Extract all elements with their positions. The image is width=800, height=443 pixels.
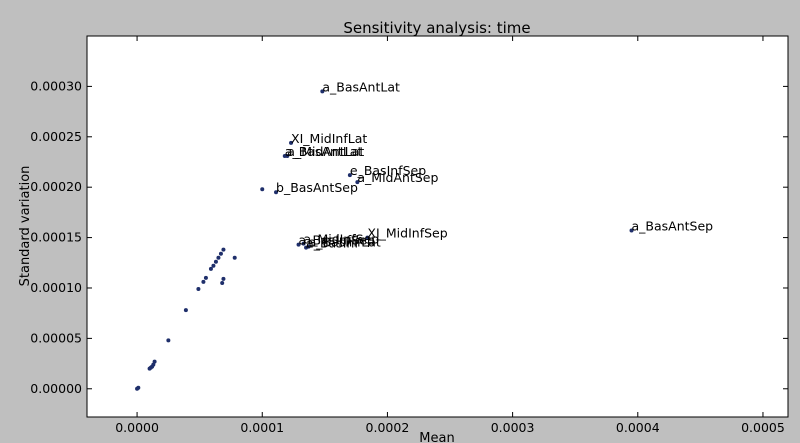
y-tick-label: 0.00025 xyxy=(30,129,82,144)
point-label: a_MidAntSep xyxy=(357,170,438,185)
data-point xyxy=(629,228,634,233)
y-tick-label: 0.00020 xyxy=(30,179,82,194)
data-point xyxy=(320,89,325,94)
axis-ticks: 0.0000 0.0001 0.0002 0.0003 0.0004 0.0005 0.00… xyxy=(30,36,788,435)
data-point xyxy=(355,180,360,185)
chart-title: Sensitivity analysis: time xyxy=(343,19,530,37)
data-point xyxy=(220,280,225,285)
x-tick-label: 0.0002 xyxy=(366,420,410,435)
data-point xyxy=(218,251,223,256)
data-point xyxy=(289,140,294,145)
x-tick-label: 0.0000 xyxy=(115,420,159,435)
data-point xyxy=(135,386,140,391)
x-tick-label: 0.0001 xyxy=(240,420,284,435)
data-point xyxy=(196,286,201,291)
data-point xyxy=(296,242,301,247)
y-tick-label: 0.00005 xyxy=(30,330,82,345)
data-point xyxy=(260,187,265,192)
y-tick-label: 0.00000 xyxy=(30,381,82,396)
y-tick-label: 0.00010 xyxy=(30,280,82,295)
point-label: XI_MidInfLat xyxy=(291,131,367,146)
data-point xyxy=(304,245,309,250)
data-point xyxy=(221,247,226,252)
data-point xyxy=(274,190,279,195)
data-point xyxy=(208,266,213,271)
point-label: a_MidInfSep xyxy=(304,232,380,247)
y-axis-label: Standard variation xyxy=(18,166,33,287)
data-point xyxy=(213,259,218,264)
x-tick-label: 0.0004 xyxy=(616,420,660,435)
data-point xyxy=(365,235,370,240)
data-point xyxy=(347,173,352,178)
y-tick-label: 0.00030 xyxy=(30,78,82,93)
data-point xyxy=(183,308,188,313)
data-point xyxy=(203,275,208,280)
point-label: a_BasInf xyxy=(306,236,359,251)
point-label: a_BasAntSep xyxy=(632,219,714,234)
data-point xyxy=(232,255,237,260)
point-label: a_BasInfLat xyxy=(309,235,381,250)
point-label: a_BasAntLat xyxy=(285,144,363,159)
data-point xyxy=(152,359,157,364)
x-axis-label: Mean xyxy=(419,431,454,443)
x-tick-label: 0.0005 xyxy=(741,420,785,435)
point-label: b_BasAntSep xyxy=(276,180,358,195)
point-label: a_BasAntLat xyxy=(322,79,400,94)
data-point xyxy=(221,276,226,281)
point-label: a_BasInfSep xyxy=(299,233,375,248)
point-label: XI_MidInfSep xyxy=(367,226,447,241)
point-labels: a_BasAntLatXI_MidInfLata_BasAntLata_MidA… xyxy=(276,79,713,250)
data-point xyxy=(211,263,216,268)
data-point xyxy=(285,153,290,158)
data-point xyxy=(216,255,221,260)
point-label: a_MidAntLat xyxy=(287,144,364,159)
data-point xyxy=(166,338,171,343)
x-tick-label: 0.0003 xyxy=(491,420,535,435)
y-tick-label: 0.00015 xyxy=(30,230,82,245)
data-point xyxy=(147,366,152,371)
point-label: e_BasInfSep xyxy=(350,163,426,178)
data-point xyxy=(301,241,306,246)
plot-area xyxy=(86,35,789,418)
data-points xyxy=(135,89,634,391)
data-point xyxy=(201,279,206,284)
